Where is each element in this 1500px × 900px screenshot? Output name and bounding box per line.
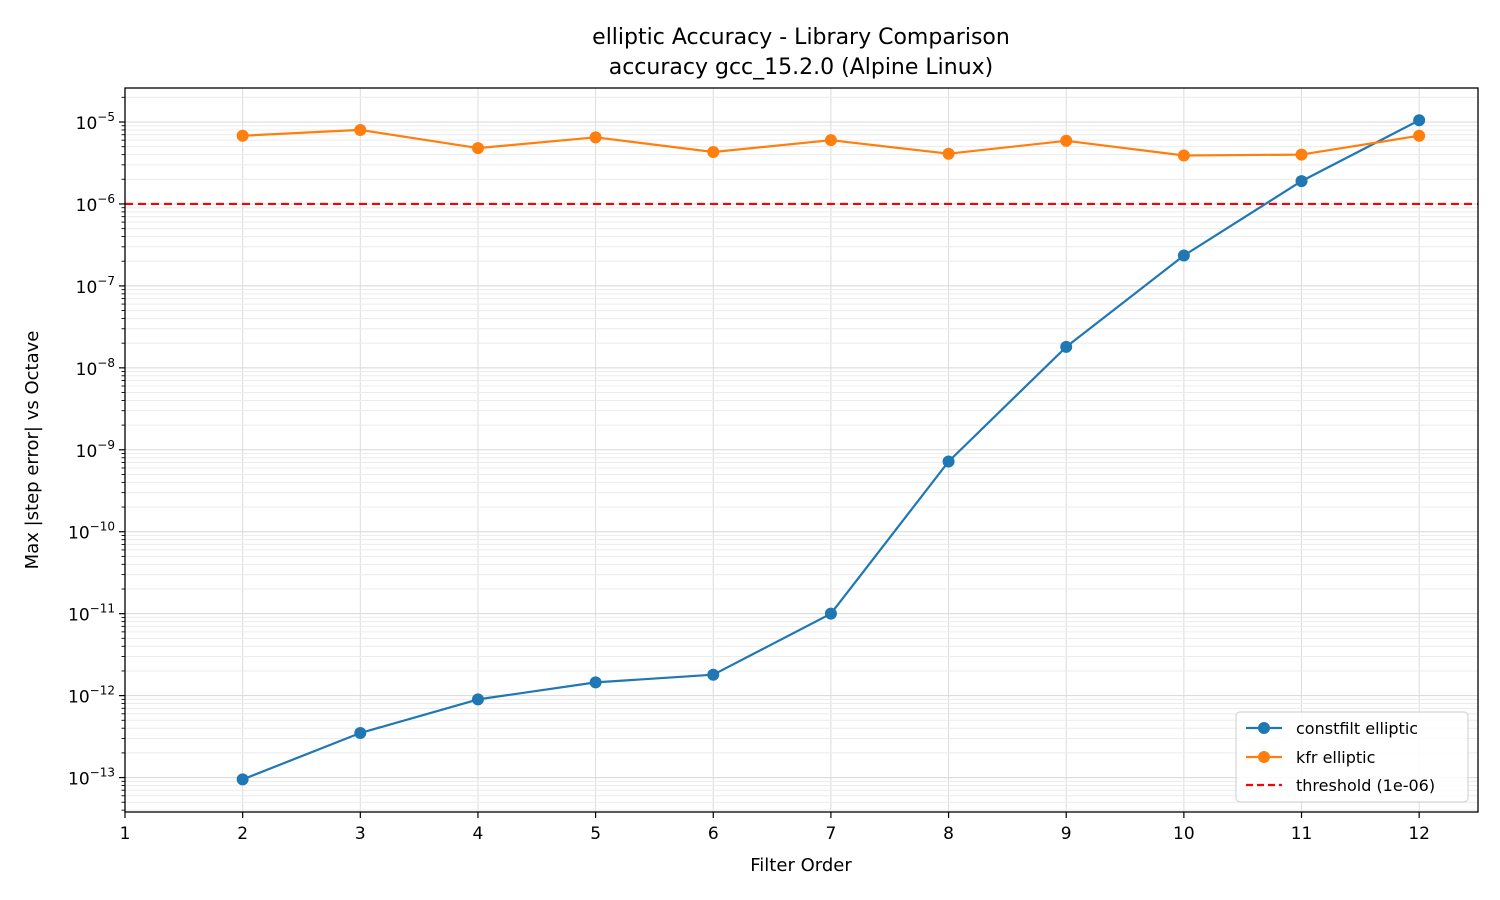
data-point bbox=[354, 123, 367, 136]
x-tick-label: 10 bbox=[1173, 824, 1195, 844]
data-point bbox=[1177, 249, 1190, 262]
chart-subtitle: accuracy gcc_15.2.0 (Alpine Linux) bbox=[609, 55, 994, 80]
data-point bbox=[824, 607, 837, 620]
x-tick-label: 6 bbox=[708, 824, 719, 844]
series-layer bbox=[236, 114, 1426, 786]
data-point bbox=[1060, 134, 1073, 147]
data-point bbox=[942, 455, 955, 468]
legend-threshold-label: threshold (1e-06) bbox=[1296, 776, 1435, 795]
x-tick-label: 9 bbox=[1061, 824, 1072, 844]
x-tick-label: 8 bbox=[943, 824, 954, 844]
data-point bbox=[1060, 340, 1073, 353]
data-point bbox=[589, 131, 602, 144]
data-point bbox=[354, 726, 367, 739]
x-axis-label: Filter Order bbox=[750, 855, 852, 876]
data-point bbox=[707, 668, 720, 681]
legend-kfr-label: kfr elliptic bbox=[1296, 748, 1375, 767]
x-tick-label: 5 bbox=[590, 824, 601, 844]
y-tick-label: 10−13 bbox=[68, 766, 115, 790]
y-tick-label: 10−11 bbox=[68, 602, 115, 626]
x-tick-label: 7 bbox=[825, 824, 836, 844]
legend-constfilt-marker bbox=[1258, 722, 1270, 734]
y-tick-label: 10−7 bbox=[76, 274, 115, 298]
data-point bbox=[471, 693, 484, 706]
y-tick-label: 10−6 bbox=[76, 192, 115, 216]
data-point bbox=[942, 147, 955, 160]
series-2 bbox=[236, 123, 1426, 162]
data-point bbox=[589, 676, 602, 689]
x-tick-label: 12 bbox=[1408, 824, 1430, 844]
y-tick-label: 10−5 bbox=[76, 110, 115, 134]
x-tick-label: 4 bbox=[473, 824, 484, 844]
x-tick-label: 3 bbox=[355, 824, 366, 844]
data-point bbox=[707, 146, 720, 159]
axes: 1 2 3 4 5 6 7 8 9 10 11 1210−1310−1210−1110−1010−91… bbox=[68, 96, 1430, 844]
legend-kfr-marker bbox=[1258, 751, 1270, 763]
data-point bbox=[1413, 129, 1426, 142]
y-axis-label: Max |step error| vs Octave bbox=[22, 331, 43, 570]
data-point bbox=[1295, 175, 1308, 188]
x-tick-label: 11 bbox=[1291, 824, 1313, 844]
legend: constfilt elliptic kfr elliptic threshol… bbox=[1235, 711, 1469, 803]
chart-title: elliptic Accuracy - Library Comparison bbox=[592, 25, 1010, 50]
legend-constfilt-label: constfilt elliptic bbox=[1296, 719, 1418, 738]
series-1 bbox=[236, 114, 1426, 786]
y-tick-label: 10−8 bbox=[76, 356, 115, 380]
data-point bbox=[236, 773, 249, 786]
y-tick-label: 10−12 bbox=[68, 684, 115, 708]
data-point bbox=[1295, 148, 1308, 161]
x-tick-label: 1 bbox=[120, 824, 131, 844]
y-tick-label: 10−10 bbox=[68, 520, 115, 544]
y-tick-label: 10−9 bbox=[76, 438, 115, 462]
data-point bbox=[1413, 114, 1426, 127]
x-tick-label: 2 bbox=[237, 824, 248, 844]
data-point bbox=[471, 142, 484, 155]
data-point bbox=[236, 129, 249, 142]
data-point bbox=[824, 134, 837, 147]
legend-box bbox=[1235, 711, 1469, 803]
data-point bbox=[1177, 149, 1190, 162]
